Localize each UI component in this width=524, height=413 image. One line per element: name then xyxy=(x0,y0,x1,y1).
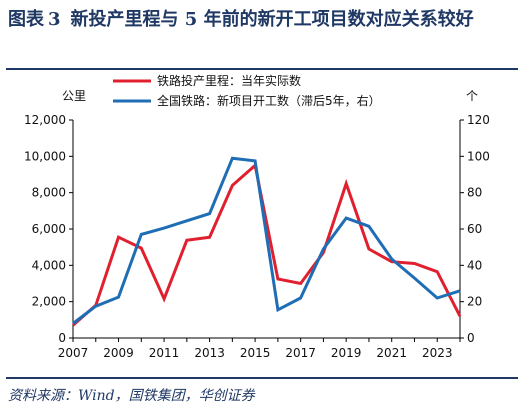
axes: 0 2,000 4,000 6,000 8,000 10,000 12,000 0 20 40 60… xyxy=(24,113,490,360)
right-tick-label: 120 xyxy=(467,113,490,127)
right-tick-label: 60 xyxy=(467,222,482,236)
right-tick-label: 80 xyxy=(467,186,482,200)
left-tick-label: 8,000 xyxy=(32,186,66,200)
legend-label: 铁路投产里程：当年实际数 xyxy=(157,73,301,88)
left-tick-label: 10,000 xyxy=(24,149,66,163)
right-tick-label: 0 xyxy=(467,331,475,345)
x-tick-label: 2015 xyxy=(240,346,271,360)
left-axis-unit: 公里 xyxy=(62,89,86,103)
x-tick-label: 2013 xyxy=(194,346,225,360)
legend-label: 全国铁路：新项目开工数（滞后5年，右） xyxy=(157,93,381,108)
title-number: 3 xyxy=(48,9,61,30)
top-rule xyxy=(6,68,518,70)
series-line-red xyxy=(72,162,462,327)
right-tick-label: 20 xyxy=(467,295,482,309)
x-tick-label: 2021 xyxy=(376,346,407,360)
x-tick-label: 2019 xyxy=(331,346,362,360)
bottom-rule xyxy=(6,377,518,379)
x-tick-label: 2011 xyxy=(149,346,180,360)
left-tick-label: 12,000 xyxy=(24,113,66,127)
title-prefix: 图表 xyxy=(8,9,44,30)
x-tick-label: 2009 xyxy=(103,346,134,360)
left-tick-label: 6,000 xyxy=(32,222,66,236)
left-tick-label: 0 xyxy=(58,331,66,345)
series-line-blue xyxy=(72,156,461,325)
x-tick-label: 2017 xyxy=(285,346,316,360)
left-tick-label: 2,000 xyxy=(32,295,66,309)
series-layer xyxy=(72,156,462,327)
right-tick-label: 100 xyxy=(467,149,490,163)
title-text: 新投产里程与 5 年前的新开工项目数对应关系较好 xyxy=(70,9,474,30)
source-note: 资料来源：Wind，国铁集团，华创证券 xyxy=(8,388,255,404)
x-tick-label: 2007 xyxy=(58,346,89,360)
left-tick-label: 4,000 xyxy=(32,258,66,272)
right-tick-label: 40 xyxy=(467,258,482,272)
right-axis-unit: 个 xyxy=(466,89,478,103)
chart-title: 图表 3 新投产里程与 5 年前的新开工项目数对应关系较好 xyxy=(8,6,516,34)
x-tick-label: 2023 xyxy=(422,346,453,360)
